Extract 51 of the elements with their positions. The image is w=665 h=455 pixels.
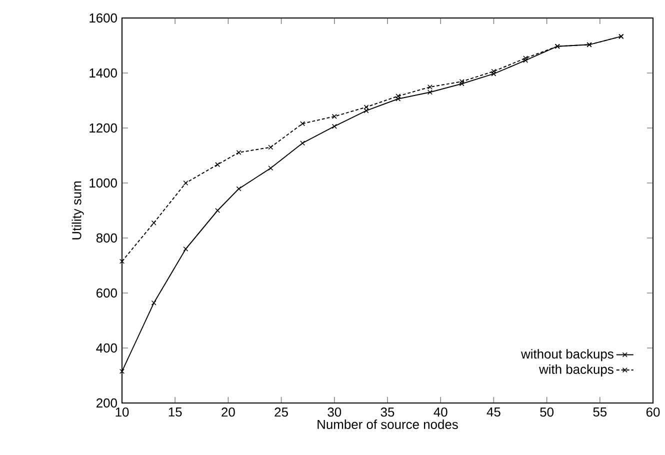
y-tick-label: 1200 <box>90 123 117 133</box>
y-tick-label: 1000 <box>90 178 117 188</box>
point <box>332 124 337 129</box>
x-tick-label: 10 <box>116 408 129 417</box>
point <box>268 166 274 171</box>
point <box>119 258 125 264</box>
point <box>300 140 306 146</box>
x-axis-title: Number of source nodes <box>318 420 458 430</box>
point <box>236 150 242 155</box>
y-axis-title: Utility sum <box>72 182 84 240</box>
point <box>183 246 188 252</box>
y-tick-label: 800 <box>96 233 117 243</box>
x-tick-label: 50 <box>540 408 554 417</box>
point <box>268 144 274 150</box>
y-tick-label: 1600 <box>90 13 117 23</box>
x-tick-label: 15 <box>168 408 182 417</box>
point <box>459 81 464 86</box>
legend-label: with backups <box>539 364 614 376</box>
point <box>396 96 401 102</box>
point <box>183 180 188 186</box>
point <box>215 162 220 168</box>
point <box>151 300 156 306</box>
point <box>396 94 401 99</box>
x-tick-label: 55 <box>593 408 607 417</box>
legend-label: without backups <box>521 349 614 362</box>
y-tick-label: 1400 <box>90 68 117 78</box>
point <box>427 84 432 90</box>
y-tick-label: 200 <box>96 398 117 408</box>
point <box>523 56 528 61</box>
point <box>300 121 306 126</box>
point <box>364 104 369 110</box>
point <box>332 114 337 119</box>
point <box>523 58 528 63</box>
point <box>119 368 125 374</box>
point <box>491 71 496 76</box>
point <box>215 208 220 214</box>
x-tick-label: 45 <box>486 408 500 417</box>
point <box>151 220 156 226</box>
point <box>427 90 432 95</box>
x-tick-label: 60 <box>646 408 660 417</box>
x-tick-label: 35 <box>380 408 394 417</box>
x-tick-label: 25 <box>274 408 288 417</box>
point <box>236 186 242 192</box>
x-tick-label: 40 <box>434 408 448 417</box>
x-tick-label: 20 <box>222 408 235 417</box>
point <box>459 79 464 84</box>
y-tick-label: 600 <box>96 288 117 298</box>
point <box>491 68 496 74</box>
point <box>364 108 369 114</box>
x-tick-label: 30 <box>328 408 342 417</box>
y-tick-label: 400 <box>96 343 117 353</box>
